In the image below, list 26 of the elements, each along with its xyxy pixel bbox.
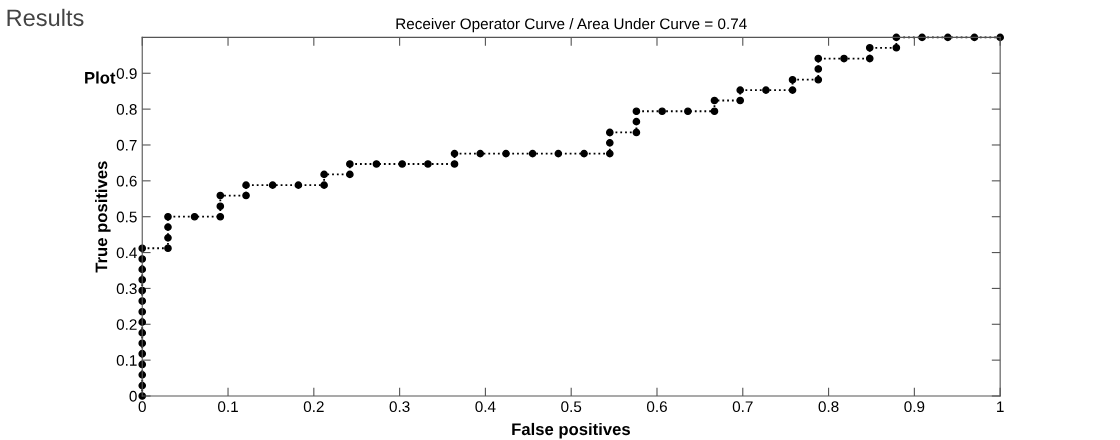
chart-title: Receiver Operator Curve / Area Under Curve = 0.74	[396, 18, 747, 33]
x-tick-label: 0.1	[218, 401, 238, 413]
x-tick-label: 0	[138, 401, 146, 413]
x-tick-label: 0.4	[475, 401, 496, 413]
y-tick-label: 0.7	[116, 139, 137, 151]
y-tick-label: 0.6	[116, 175, 137, 187]
x-tick-label: 0.9	[904, 401, 925, 413]
y-tick-label: 0.5	[116, 211, 137, 223]
y-axis-title: True positives	[95, 161, 111, 273]
text: Results	[7, 8, 84, 27]
x-axis-title: False positives	[512, 422, 630, 439]
y-tick-label: 0.3	[116, 283, 137, 295]
y-tick-label: 0.1	[116, 355, 137, 366]
y-tick-label: 0.9	[116, 68, 137, 79]
x-tick-label: 0.8	[818, 401, 839, 413]
y-tick-label: 0.4	[116, 247, 137, 259]
x-tick-label: 0.6	[646, 401, 667, 413]
y-tick-label: 0.8	[116, 103, 137, 115]
x-tick-label: 1	[997, 401, 1004, 412]
x-tick-label: 0.5	[561, 401, 582, 413]
text: Plot	[85, 71, 116, 84]
x-tick-label: 0.3	[389, 401, 410, 413]
y-tick-label: 0.2	[116, 319, 137, 330]
y-tick-label: 0	[129, 390, 137, 402]
x-tick-label: 0.7	[732, 401, 753, 413]
x-tick-label: 0.2	[303, 401, 324, 413]
